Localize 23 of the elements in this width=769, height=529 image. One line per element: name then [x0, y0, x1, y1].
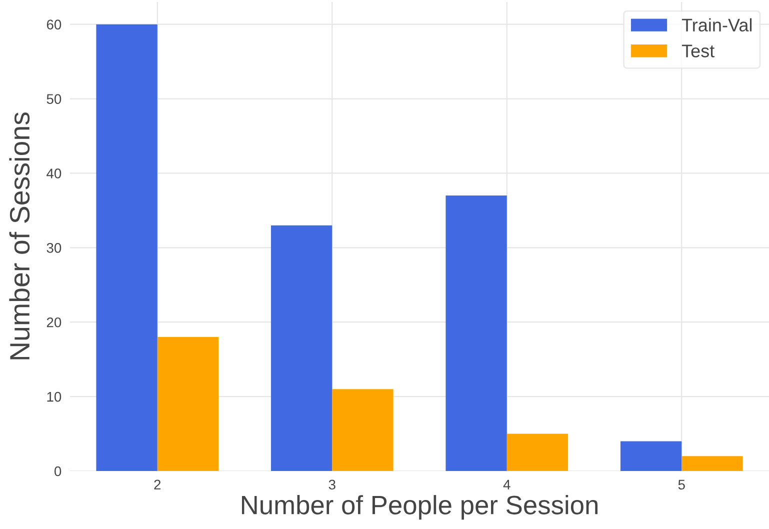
y-axis-title: Number of Sessions — [9, 112, 30, 360]
bar — [96, 24, 158, 471]
legend-label: Train-Val — [682, 18, 752, 32]
x-tick-label: 5 — [678, 480, 685, 490]
x-tick-label: 3 — [328, 480, 336, 490]
bar — [446, 196, 507, 471]
bar — [506, 434, 568, 471]
x-axis-title: Number of People per Session — [242, 495, 598, 520]
x-tick-label: 2 — [154, 480, 161, 490]
bar — [620, 441, 682, 471]
y-tick-label: 50 — [46, 94, 62, 104]
y-tick-label: 60 — [46, 20, 62, 30]
y-tick-label: 20 — [46, 317, 62, 328]
y-tick-label: 0 — [54, 466, 62, 476]
x-tick-label: 4 — [503, 480, 510, 490]
bar — [682, 456, 743, 471]
y-tick-label: 40 — [46, 168, 62, 178]
y-tick-label: 30 — [46, 243, 62, 253]
legend-label: Test — [682, 44, 714, 58]
y-tick-label: 10 — [47, 392, 62, 402]
bar — [332, 389, 394, 471]
bar — [270, 225, 332, 471]
bar — [157, 337, 219, 471]
